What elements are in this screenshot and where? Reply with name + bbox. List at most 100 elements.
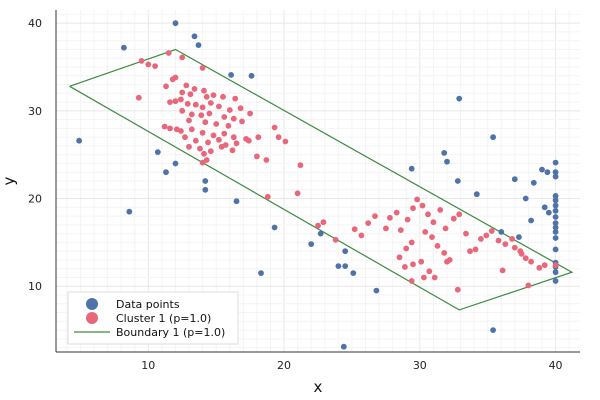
cluster-point — [178, 128, 184, 134]
cluster-point — [441, 250, 448, 256]
y-axis-label: y — [0, 176, 18, 185]
data-point — [544, 169, 551, 176]
cluster-point — [216, 103, 222, 110]
cluster-point — [225, 122, 232, 129]
cluster-point — [205, 139, 211, 146]
data-point — [473, 191, 480, 198]
data-point — [552, 220, 559, 227]
cluster-point — [315, 222, 321, 229]
cluster-point — [425, 211, 431, 218]
data-point — [233, 198, 240, 205]
cluster-point — [408, 278, 415, 284]
data-point — [195, 42, 202, 48]
cluster-point — [525, 282, 532, 289]
data-point — [498, 229, 505, 235]
data-point — [552, 207, 559, 214]
data-point — [511, 176, 518, 183]
cluster-point — [282, 138, 289, 145]
cluster-point — [422, 229, 429, 235]
data-point — [163, 169, 169, 176]
legend-label: Cluster 1 (p=1.0) — [116, 312, 211, 325]
cluster-point — [135, 94, 142, 101]
cluster-point — [403, 245, 410, 252]
cluster-point — [495, 237, 502, 244]
data-point — [552, 197, 559, 204]
cluster-point — [454, 286, 461, 293]
cluster-point — [478, 236, 484, 242]
cluster-point — [188, 111, 195, 118]
cluster-point — [294, 190, 301, 197]
data-point — [552, 229, 559, 235]
cluster-point — [232, 95, 239, 102]
cluster-point — [437, 207, 444, 213]
cluster-point — [271, 124, 278, 131]
cluster-point — [165, 50, 172, 56]
cluster-point — [220, 93, 226, 100]
cluster-point — [145, 61, 152, 68]
cluster-point — [247, 110, 254, 117]
cluster-point — [414, 196, 420, 203]
cluster-point — [206, 110, 213, 117]
cluster-point — [536, 264, 543, 271]
cluster-point — [169, 76, 176, 83]
cluster-point — [332, 236, 339, 243]
cluster-point — [402, 264, 408, 270]
cluster-point — [275, 134, 282, 141]
data-point — [121, 44, 127, 51]
cluster-point — [552, 262, 559, 269]
cluster-point — [517, 248, 524, 255]
cluster-point — [210, 132, 217, 139]
data-point — [541, 204, 548, 211]
cluster-point — [511, 244, 518, 251]
y-tick-labels: 10 20 30 40 — [28, 17, 42, 293]
legend-marker-data-points — [86, 298, 98, 310]
data-point — [373, 287, 380, 294]
cluster-point — [186, 117, 192, 124]
cluster-point — [410, 205, 416, 212]
cluster-point — [410, 261, 416, 268]
cluster-point — [221, 114, 228, 120]
data-point — [340, 343, 347, 350]
cluster-point — [237, 105, 244, 112]
cluster-point — [408, 239, 415, 246]
cluster-point — [404, 216, 411, 223]
cluster-point — [167, 125, 173, 132]
data-point — [552, 224, 559, 231]
data-point — [191, 33, 198, 40]
data-point — [545, 209, 552, 216]
y-tick-label: 40 — [28, 17, 42, 30]
data-point — [490, 327, 496, 333]
cluster-point — [320, 219, 327, 226]
data-point — [552, 193, 559, 199]
cluster-point — [434, 243, 441, 249]
cluster-point — [358, 232, 365, 239]
cluster-point — [483, 232, 490, 239]
data-point — [408, 165, 415, 172]
data-point — [552, 278, 559, 284]
data-point — [530, 179, 537, 186]
cluster-point — [201, 87, 207, 94]
data-point — [342, 263, 349, 269]
cluster-point — [216, 136, 222, 143]
cluster-point — [393, 209, 400, 216]
cluster-point — [179, 54, 186, 61]
cluster-point — [397, 227, 404, 234]
cluster-point — [207, 148, 214, 155]
cluster-point — [431, 274, 438, 281]
cluster-point — [202, 119, 209, 126]
cluster-point — [499, 267, 506, 274]
data-point — [456, 95, 463, 102]
cluster-point — [138, 58, 145, 64]
cluster-point — [172, 98, 179, 105]
cluster-point — [161, 123, 168, 130]
data-point — [528, 217, 534, 224]
x-axis-label: x — [314, 378, 323, 396]
data-point — [76, 137, 82, 144]
y-tick-label: 10 — [28, 280, 42, 293]
cluster-point — [210, 92, 217, 98]
data-point — [350, 270, 357, 276]
cluster-point — [199, 129, 206, 136]
data-point — [335, 263, 342, 269]
cluster-point — [450, 215, 457, 222]
